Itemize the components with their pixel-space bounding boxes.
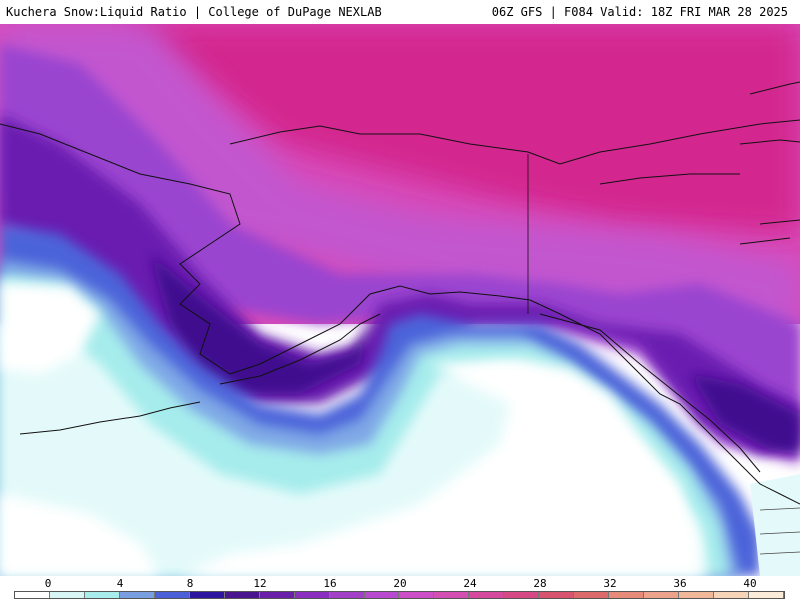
field-deep-purple-bc [690,374,800,454]
legend-swatch [294,592,330,598]
legend-tick: 0 [44,577,52,590]
legend-swatch [49,592,85,598]
legend-swatch [399,592,435,598]
field-white-ocean [180,359,700,576]
arctic-islands [739,81,800,245]
legend-tick: 16 [323,577,337,590]
color-legend: 0 4 8 12 16 20 24 28 32 36 40 [0,576,800,600]
legend-color-bar [14,591,785,599]
legend-swatch [189,592,225,598]
legend-swatch [119,592,155,598]
map-title: Kuchera Snow:Liquid Ratio | College of D… [6,5,382,19]
field-white-west [0,282,100,374]
alaska-west-coast [0,123,531,375]
inside-passage [539,313,761,473]
field-white-sw [0,494,160,576]
map-header: Kuchera Snow:Liquid Ratio | College of D… [0,0,800,24]
us-state-borders [759,507,800,555]
legend-swatch [224,592,260,598]
aleutian-islands [19,401,201,435]
legend-swatch [259,592,295,598]
legend-ticks: 0 4 8 12 16 20 24 28 32 36 40 [0,576,800,590]
legend-tick: 12 [253,577,267,590]
model-valid-time: 06Z GFS | F084 Valid: 18Z FRI MAR 28 202… [491,5,788,19]
alaska-peninsula [219,313,381,385]
field-orchid [0,24,800,444]
legend-swatch [504,592,540,598]
legend-tick: 8 [186,577,194,590]
legend-tick: 28 [533,577,547,590]
field-deep-purple [150,254,370,394]
legend-swatch [329,592,365,598]
snow-ratio-map [0,24,800,576]
legend-swatch [714,592,750,598]
coastlines [0,81,800,555]
field-hot-magenta [120,24,800,234]
legend-swatch [15,592,50,598]
arctic-coastline [229,119,800,165]
legend-swatch [434,592,470,598]
legend-tick: 24 [463,577,477,590]
legend-tick: 40 [743,577,757,590]
legend-swatch [364,592,400,598]
legend-swatch [154,592,190,598]
legend-tick: 32 [603,577,617,590]
legend-swatch [749,592,784,598]
legend-tick: 4 [116,577,124,590]
field-coast-light [750,474,800,576]
legend-swatch [84,592,120,598]
legend-swatch [644,592,680,598]
legend-swatch [609,592,645,598]
legend-swatch [574,592,610,598]
legend-swatch [469,592,505,598]
legend-swatch [539,592,575,598]
legend-tick: 20 [393,577,407,590]
map-canvas [0,24,800,576]
legend-swatch [679,592,715,598]
arctic-islands-south [599,173,740,185]
legend-tick: 36 [673,577,687,590]
